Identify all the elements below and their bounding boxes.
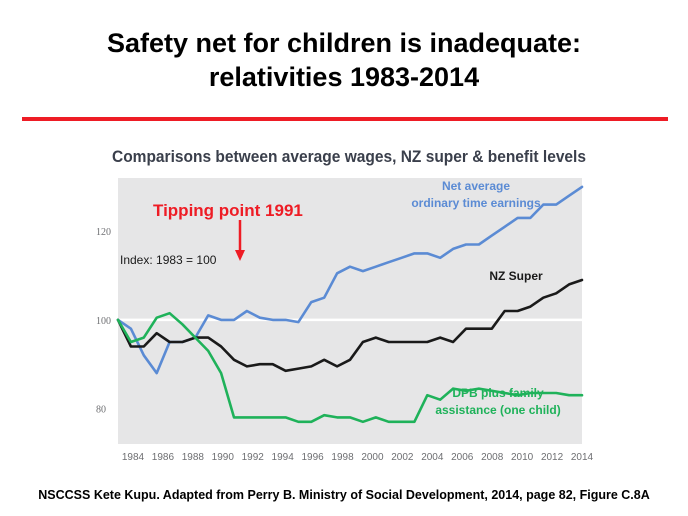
- x-tick-label: 1992: [242, 452, 265, 460]
- x-tick-label: 1990: [212, 452, 235, 460]
- annotation-arrow-head: [235, 250, 245, 261]
- x-tick-label: 1988: [182, 452, 205, 460]
- chart-title: Comparisons between average wages, NZ su…: [112, 148, 586, 166]
- series-label-nz-super: NZ Super: [489, 269, 543, 283]
- chart-container: Comparisons between average wages, NZ su…: [96, 140, 596, 460]
- series-label-earnings: Net average: [442, 179, 510, 193]
- x-tick-label: 2002: [391, 452, 414, 460]
- y-tick-label: 100: [96, 316, 111, 327]
- x-tick-label: 1984: [122, 452, 145, 460]
- y-tick-label: 80: [96, 405, 106, 416]
- source-footer: NSCCSS Kete Kupu. Adapted from Perry B. …: [38, 488, 650, 502]
- x-tick-label: 2012: [541, 452, 564, 460]
- x-tick-label: 1996: [301, 452, 324, 460]
- series-label-dpb: assistance (one child): [435, 403, 560, 417]
- annotation-tipping-point: Tipping point 1991: [153, 201, 303, 220]
- slide-title-line-1: Safety net for children is inadequate:: [106, 28, 582, 58]
- x-tick-label: 2000: [361, 452, 384, 460]
- slide-title: Safety net for children is inadequate: r…: [0, 26, 688, 94]
- title-divider: [22, 117, 668, 121]
- x-tick-label: 2004: [421, 452, 444, 460]
- index-note: Index: 1983 = 100: [120, 253, 217, 267]
- slide-title-line-2: relativities 1983-2014: [208, 62, 480, 92]
- series-label-dpb: DPB plus family: [452, 386, 544, 400]
- series-label-earnings: ordinary time earnings: [411, 196, 541, 210]
- x-tick-label: 2014: [571, 452, 594, 460]
- x-tick-label: 1998: [331, 452, 354, 460]
- x-tick-label: 1994: [272, 452, 295, 460]
- x-tick-label: 2008: [481, 452, 504, 460]
- x-tick-label: 2006: [451, 452, 474, 460]
- line-chart: Comparisons between average wages, NZ su…: [96, 148, 594, 460]
- x-tick-label: 1986: [152, 452, 175, 460]
- x-tick-label: 2010: [511, 452, 534, 460]
- y-tick-label: 120: [96, 227, 111, 238]
- series-line-dpb: [116, 311, 584, 424]
